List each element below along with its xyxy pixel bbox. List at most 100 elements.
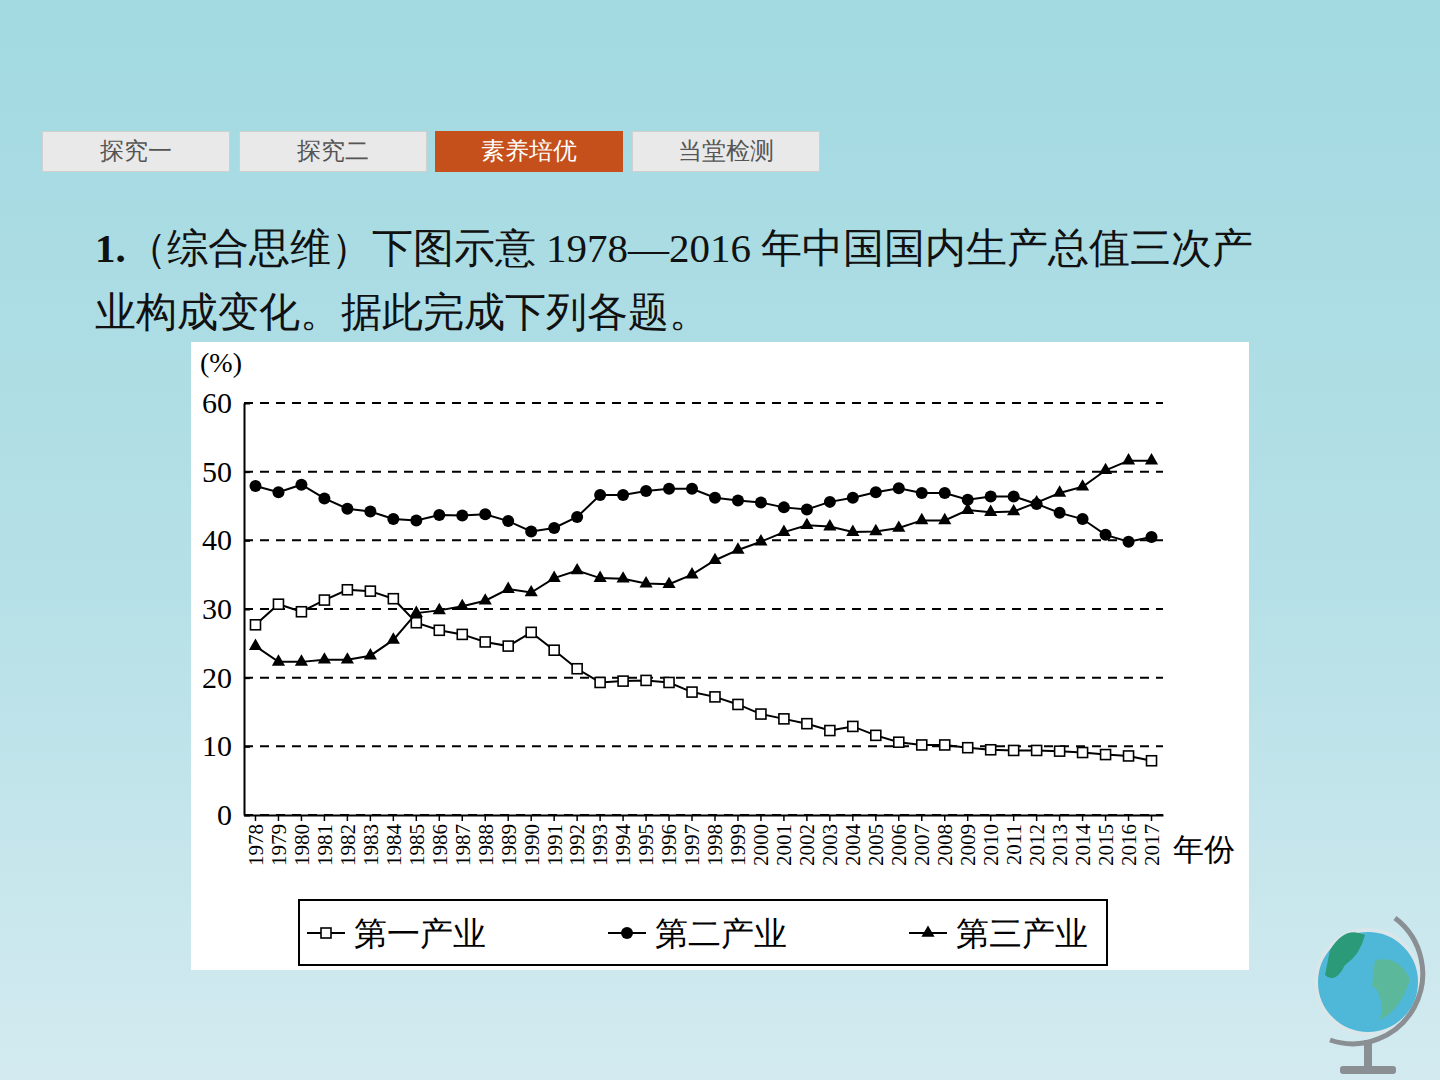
series-marker xyxy=(1054,507,1066,519)
x-tick: 1980 xyxy=(290,815,314,866)
grid-line xyxy=(244,608,1163,610)
series-marker xyxy=(823,519,836,530)
x-tick-label: 2006 xyxy=(887,824,911,866)
legend: 第一产业第二产业第三产业 xyxy=(299,900,1107,965)
series-marker xyxy=(502,581,515,592)
series-marker xyxy=(686,483,698,495)
tab[interactable]: 素养培优 xyxy=(435,131,623,172)
series-marker xyxy=(594,571,607,582)
grid-line xyxy=(244,745,1163,747)
tab[interactable]: 探究一 xyxy=(42,131,230,172)
y-tick-label: 20 xyxy=(202,661,232,694)
x-tick-mark xyxy=(875,815,877,821)
series-marker xyxy=(548,522,560,534)
x-tick-label: 1982 xyxy=(336,824,360,866)
series-marker xyxy=(685,567,698,578)
series-marker xyxy=(342,585,352,595)
y-tick-label: 40 xyxy=(202,523,232,556)
y-tick: 50 xyxy=(202,455,250,488)
series-marker xyxy=(755,497,767,509)
x-tick: 2007 xyxy=(910,815,934,866)
series-marker xyxy=(1123,536,1135,548)
series-marker xyxy=(1100,529,1112,541)
y-tick: 60 xyxy=(202,386,250,419)
globe-land xyxy=(1325,932,1365,978)
y-tick: 30 xyxy=(202,592,250,625)
question-number: 1. xyxy=(95,225,126,271)
x-tick-label: 2010 xyxy=(979,824,1003,866)
x-tick-mark xyxy=(1128,815,1130,821)
x-tick-label: 1996 xyxy=(657,824,681,866)
x-tick: 1997 xyxy=(680,815,704,866)
x-tick-mark xyxy=(806,815,808,821)
series-marker xyxy=(846,524,859,535)
globe-meridian xyxy=(1330,918,1423,1044)
y-tick-mark xyxy=(244,403,250,405)
x-tick-mark xyxy=(484,815,486,821)
x-tick: 1996 xyxy=(657,815,681,866)
series-marker xyxy=(480,637,490,647)
x-tick: 1981 xyxy=(313,815,337,866)
series-line xyxy=(255,461,1151,662)
series-marker xyxy=(595,677,605,687)
x-tick-mark xyxy=(760,815,762,821)
series-marker xyxy=(1147,756,1157,766)
y-tick-mark xyxy=(244,540,250,542)
x-tick-label: 1988 xyxy=(474,824,498,866)
grid xyxy=(244,403,1163,815)
series-marker xyxy=(871,730,881,740)
series-marker xyxy=(295,654,308,665)
series-marker xyxy=(525,585,538,596)
y-axis-title: (%) xyxy=(200,347,242,378)
x-tick-mark xyxy=(255,815,257,821)
series-marker xyxy=(410,606,423,617)
x-tick: 2008 xyxy=(933,815,957,866)
x-tick-mark xyxy=(829,815,831,821)
series-marker xyxy=(984,505,997,516)
series-marker xyxy=(1032,745,1042,755)
series-marker xyxy=(526,627,536,637)
tab[interactable]: 探究二 xyxy=(239,131,427,172)
x-tick: 2006 xyxy=(887,815,911,866)
grid-line xyxy=(244,677,1163,679)
series-marker xyxy=(917,740,927,750)
series-marker xyxy=(410,514,422,526)
grid-line xyxy=(244,539,1163,541)
series-marker xyxy=(295,479,307,491)
x-tick-label: 1983 xyxy=(359,824,383,866)
x-tick-mark xyxy=(370,815,372,821)
series-marker xyxy=(1053,485,1066,496)
series-marker xyxy=(341,652,354,663)
x-tick-label: 2013 xyxy=(1048,824,1072,866)
y-tick: 40 xyxy=(202,523,250,556)
x-tick: 1998 xyxy=(703,815,727,866)
series-marker xyxy=(1101,750,1111,760)
x-tick-label: 1993 xyxy=(588,824,612,866)
x-tick-label: 2002 xyxy=(795,824,819,866)
series-marker xyxy=(364,648,377,659)
x-tick: 2011 xyxy=(1002,815,1026,865)
tab[interactable]: 当堂检测 xyxy=(632,131,820,172)
series-marker xyxy=(940,740,950,750)
x-tick-label: 1995 xyxy=(634,824,658,866)
series-marker xyxy=(571,511,583,523)
series-marker xyxy=(594,489,606,501)
x-tick: 1992 xyxy=(565,815,589,866)
x-tick-mark xyxy=(1151,815,1153,821)
series-marker xyxy=(802,719,812,729)
series-marker xyxy=(779,714,789,724)
series-marker xyxy=(893,482,905,494)
x-tick-label: 2017 xyxy=(1140,824,1164,866)
series-marker xyxy=(985,490,997,502)
series-marker xyxy=(479,593,492,604)
series-marker xyxy=(365,586,375,596)
series-marker xyxy=(1055,746,1065,756)
x-tick-mark xyxy=(393,815,395,821)
series-marker xyxy=(433,603,446,614)
x-tick-mark xyxy=(1036,815,1038,821)
series-marker xyxy=(434,625,444,635)
x-tick-mark xyxy=(301,815,303,821)
series-marker xyxy=(1030,495,1043,506)
series-marker xyxy=(572,664,582,674)
legend-box xyxy=(299,900,1107,965)
